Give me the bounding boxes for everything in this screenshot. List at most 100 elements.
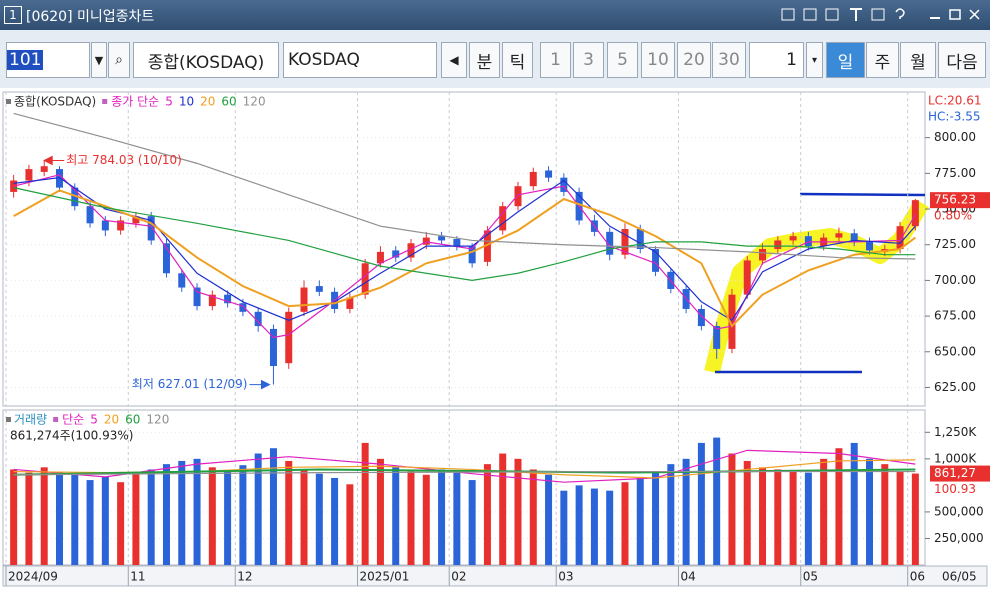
legend-text: 종가 단순 — [111, 95, 159, 109]
legend-text: 120 — [243, 95, 266, 109]
volume-bar — [254, 453, 262, 565]
candle-body — [361, 263, 369, 295]
next-button[interactable]: 다음 — [938, 42, 986, 78]
low-note: 최저 627.01 (12/09) — [132, 377, 248, 391]
y-tick-label: 500,000 — [934, 504, 984, 518]
y-tick-label: 800.00 — [934, 130, 976, 144]
volume-bar — [483, 464, 491, 565]
legend-icon — [6, 99, 11, 104]
legend-icon — [53, 417, 59, 422]
y-tick-label: 625.00 — [934, 380, 976, 394]
code: 101 — [7, 50, 44, 70]
period-button[interactable]: 일 — [826, 42, 865, 78]
volume-bar — [896, 471, 904, 565]
candle-body — [438, 236, 446, 241]
volume-bar — [346, 484, 354, 565]
candle-body — [208, 294, 216, 307]
volume-bar — [453, 472, 461, 565]
period-button[interactable]: 주 — [866, 42, 899, 78]
volume-bar — [331, 477, 339, 565]
legend-text: 5 — [90, 413, 98, 427]
candle-body — [132, 216, 140, 224]
candle-body — [759, 249, 767, 261]
candle-body — [606, 231, 614, 255]
icon[interactable] — [895, 8, 905, 19]
volume-bar — [132, 473, 140, 565]
volume-bar — [835, 448, 843, 565]
volume-bar — [407, 471, 415, 565]
change-label: 0.80% — [934, 209, 972, 223]
icon[interactable] — [825, 8, 839, 21]
candle-body — [25, 169, 33, 181]
prev-button[interactable]: ◀ — [441, 42, 467, 78]
volume-bar — [269, 448, 277, 565]
unit-button[interactable]: 1 — [540, 42, 571, 78]
price-panel — [2, 91, 926, 407]
lc-label: LC:20.61 — [928, 94, 981, 108]
candle-body — [866, 241, 874, 251]
unit-button[interactable]: 10 — [641, 42, 675, 78]
ma-line — [13, 112, 916, 260]
dropdown[interactable]: ▼ — [91, 42, 107, 78]
volume-bar — [71, 474, 79, 565]
icon[interactable] — [781, 8, 795, 21]
unit-button[interactable]: 분 — [469, 42, 500, 78]
high-arrow — [43, 155, 65, 166]
x-tick-label: 2025/01 — [360, 570, 410, 584]
low-arrow — [249, 379, 271, 390]
candle-body — [453, 239, 461, 247]
hc-label: HC:-3.55 — [928, 110, 981, 124]
y-tick-label: 650.00 — [934, 344, 976, 358]
candle-body — [468, 246, 476, 264]
candle-body — [101, 220, 109, 231]
volume-bar — [575, 485, 583, 565]
close[interactable] — [969, 9, 980, 20]
unit-button[interactable]: 틱 — [502, 42, 533, 78]
period-button[interactable]: 월 — [900, 42, 936, 78]
toolbar: 101 ▼ ⌕ 종합(KOSDAQ) KOSDAQ ◀ 분 틱 1 3 5 10… — [0, 30, 990, 88]
legend-text: 종합(KOSDAQ) — [14, 95, 96, 109]
code-input[interactable]: 101 — [6, 42, 90, 78]
count-dropdown[interactable]: ▾ — [806, 42, 823, 78]
count-input[interactable]: 1 — [749, 42, 804, 78]
volume-bar — [728, 453, 736, 565]
candle-body — [376, 251, 384, 264]
market-select[interactable]: KOSDAQ — [283, 42, 437, 78]
unit-button[interactable]: 5 — [607, 42, 638, 78]
volume-bar — [621, 482, 629, 565]
window-icons — [781, 8, 980, 21]
candle-body — [483, 230, 491, 262]
candle-body — [269, 328, 277, 367]
x-tick-label: 02 — [451, 570, 466, 584]
x-tick-label: 06 — [910, 570, 925, 584]
legend-text: 10 — [179, 95, 194, 109]
maximize[interactable] — [949, 9, 961, 20]
candle-body — [162, 243, 170, 274]
legend-text: 5 — [165, 95, 173, 109]
unit-button[interactable]: 3 — [573, 42, 604, 78]
volume-bar — [606, 490, 614, 565]
current-label: 756.23 — [934, 193, 976, 207]
candle-body — [315, 286, 323, 292]
unit-button[interactable]: 30 — [712, 42, 746, 78]
volume-bar — [652, 471, 660, 565]
candle-body — [407, 243, 415, 258]
volume-bar — [361, 442, 369, 565]
icon[interactable] — [803, 8, 817, 21]
volume-bar — [866, 458, 874, 565]
unit-button[interactable]: 20 — [677, 42, 711, 78]
legend-text: 20 — [104, 413, 119, 427]
search[interactable]: ⌕ — [108, 42, 130, 78]
date-label: 06/05 — [942, 570, 977, 584]
ma-line — [13, 174, 916, 339]
volume-bar — [438, 469, 446, 565]
volume-bar — [590, 488, 598, 565]
tab-number[interactable]: 1 — [4, 6, 22, 24]
x-tick-label: 11 — [130, 570, 145, 584]
legend-text: 60 — [125, 413, 140, 427]
volume-bar — [239, 465, 247, 565]
icon[interactable] — [871, 8, 885, 21]
x-tick-label: 04 — [680, 570, 695, 584]
volume-bar — [208, 467, 216, 565]
icon[interactable] — [850, 8, 862, 21]
